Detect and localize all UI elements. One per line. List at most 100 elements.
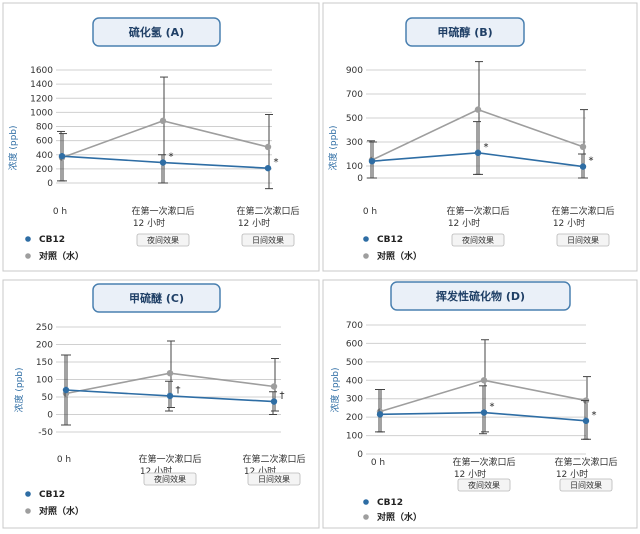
chart-title-box — [92, 283, 221, 313]
chart-title: 甲硫醚 (C) — [129, 291, 184, 305]
x-category-label: 0 h — [363, 207, 377, 217]
significance-marker: * — [484, 142, 489, 153]
legend-marker — [25, 253, 31, 259]
y-axis-label: 浓度 (ppb) — [13, 367, 25, 412]
data-point — [480, 377, 488, 384]
x-category-label: 在第一次漱口后 12 小时 — [131, 205, 194, 229]
y-tick-label: 400 — [346, 376, 363, 386]
legend-label: CB12 — [377, 498, 403, 508]
data-point — [166, 392, 174, 400]
y-axis-label: 浓度 (ppb) — [7, 125, 19, 170]
legend-marker — [25, 491, 31, 497]
data-point — [368, 158, 376, 165]
data-point — [376, 411, 384, 418]
significance-marker: * — [490, 402, 495, 413]
significance-marker: * — [589, 156, 594, 167]
data-point — [159, 159, 167, 166]
y-tick-label: 0 — [47, 411, 53, 421]
y-tick-label: 300 — [346, 395, 363, 405]
y-tick-label: 0 — [47, 179, 53, 189]
y-tick-label: 200 — [36, 165, 53, 175]
x-category-label: 在第一次漱口后 12 小时 — [452, 456, 515, 480]
data-point — [480, 409, 488, 416]
legend-label: 对照（水） — [377, 511, 422, 523]
y-tick-label: 1600 — [30, 66, 53, 76]
category-tag-box — [247, 472, 301, 486]
legend-label: 对照（水） — [377, 250, 422, 262]
category-tag: 日间效果 — [567, 235, 599, 245]
legend-label: 对照（水） — [39, 505, 84, 517]
category-tag-box — [241, 233, 295, 247]
y-tick-label: 0 — [357, 174, 363, 184]
legend-label: CB12 — [377, 235, 403, 245]
legend-marker — [363, 236, 369, 242]
chart-title: 甲硫醇 (B) — [437, 25, 492, 39]
y-tick-label: 150 — [36, 358, 53, 368]
data-point — [264, 164, 272, 172]
category-tag: 夜间效果 — [468, 480, 500, 490]
y-tick-label: 500 — [346, 114, 363, 124]
significance-marker: * — [274, 157, 279, 168]
y-tick-label: 250 — [36, 323, 53, 333]
y-tick-label: 600 — [346, 339, 363, 349]
x-category-label: 0 h — [57, 455, 71, 465]
y-tick-label: 50 — [42, 393, 54, 403]
category-tag: 日间效果 — [252, 235, 284, 245]
legend-marker — [25, 236, 31, 242]
data-point — [474, 149, 482, 156]
category-tag: 夜间效果 — [462, 235, 494, 245]
legend-label: 对照（水） — [39, 250, 84, 262]
chart-title-box — [390, 281, 571, 311]
chart-title: 硫化氢 (A) — [129, 25, 184, 39]
legend-marker — [363, 514, 369, 520]
x-category-label: 在第二次漱口后 12 小时 — [554, 456, 617, 480]
chart-panel-2: 甲硫醇 (B) 0 100 300 500 700 900 浓度 (ppb) 0 h 在第一次漱口… — [322, 2, 638, 272]
y-tick-label: 0 — [357, 450, 363, 460]
significance-marker: † — [176, 385, 181, 396]
y-tick-label: 100 — [36, 376, 53, 386]
significance-marker: * — [592, 410, 597, 421]
data-point — [62, 386, 70, 394]
chart-panel-1: 硫化氢 (A) 0 200 400 600 800 1000 1200 1400 1600 浓度 (… — [2, 2, 320, 272]
category-tag-box — [559, 478, 613, 492]
category-tag: 夜间效果 — [154, 474, 186, 484]
legend-marker — [363, 253, 369, 259]
y-tick-label: 600 — [36, 137, 53, 147]
y-tick-label: 1000 — [30, 108, 53, 118]
legend-marker — [363, 499, 369, 505]
x-category-label: 在第一次漱口后 12 小时 — [446, 205, 509, 229]
y-tick-label: 700 — [346, 90, 363, 100]
chart-title-box — [92, 17, 221, 47]
panel-border — [2, 2, 320, 272]
y-tick-label: 100 — [346, 432, 363, 442]
data-point — [58, 152, 66, 160]
significance-marker: † — [280, 391, 285, 402]
chart-panel-4: 挥发性硫化物 (D) 0 100 200 300 400 500 600 700 浓度 (ppb)… — [322, 279, 638, 529]
y-tick-label: 200 — [346, 413, 363, 423]
legend-marker — [25, 508, 31, 514]
data-point — [582, 417, 590, 425]
y-axis-label: 浓度 (ppb) — [327, 125, 339, 170]
y-tick-label: 300 — [346, 138, 363, 148]
x-category-label: 0 h — [53, 207, 67, 217]
y-tick-label: 700 — [346, 321, 363, 331]
legend-label: CB12 — [39, 490, 65, 500]
panel-border — [322, 279, 638, 529]
data-point — [270, 398, 278, 405]
data-point — [579, 163, 587, 170]
x-category-label: 在第二次漱口后 12 小时 — [551, 205, 614, 229]
category-tag: 日间效果 — [258, 474, 290, 484]
data-point — [474, 106, 482, 113]
y-axis-label: 浓度 (ppb) — [329, 367, 341, 412]
y-tick-label: 200 — [36, 341, 53, 351]
x-category-label: 0 h — [371, 458, 385, 468]
category-tag-box — [136, 233, 190, 247]
data-point — [270, 383, 278, 390]
category-tag: 夜间效果 — [147, 235, 179, 245]
data-point — [166, 370, 174, 377]
y-tick-label: 400 — [36, 151, 53, 161]
y-tick-label: 100 — [346, 162, 363, 172]
data-point — [159, 117, 167, 125]
